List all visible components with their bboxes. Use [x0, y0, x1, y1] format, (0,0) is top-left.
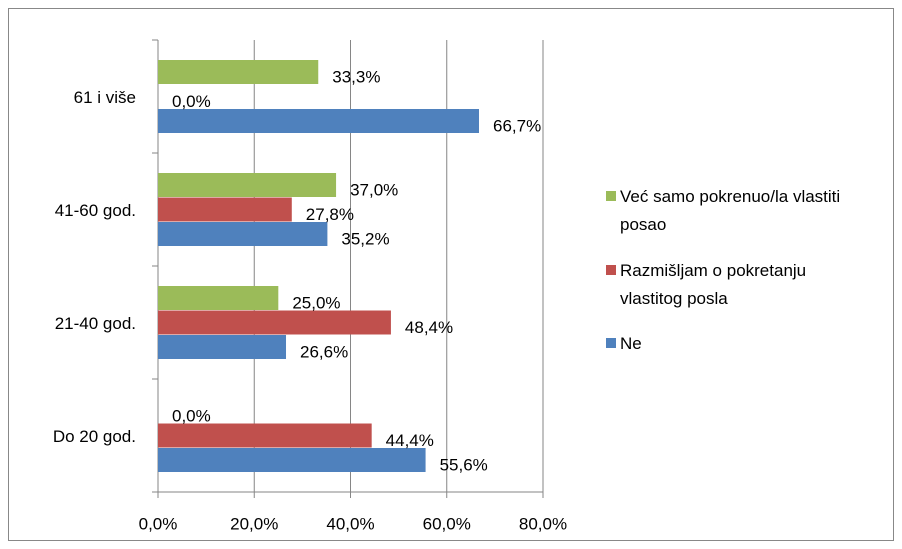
x-tick-label: 80,0% [519, 514, 567, 533]
data-label: 0,0% [172, 406, 211, 425]
legend-label: Već samo pokrenuo/la vlastiti posao [620, 187, 841, 234]
y-tick-label: 21-40 god. [55, 314, 136, 333]
bar [158, 423, 372, 448]
data-label: 0,0% [172, 92, 211, 111]
legend-label: Ne [620, 334, 642, 353]
bar [158, 173, 337, 197]
data-label: 44,4% [386, 431, 434, 450]
x-tick-label: 20,0% [230, 514, 278, 533]
y-tick-label: 41-60 god. [55, 201, 136, 220]
legend-marker [606, 265, 616, 275]
x-tick-label: 60,0% [423, 514, 471, 533]
x-tick-label: 0,0% [139, 514, 178, 533]
data-label: 35,2% [341, 229, 389, 248]
bar [158, 60, 319, 84]
x-tick-label: 40,0% [326, 514, 374, 533]
legend-marker [606, 191, 616, 201]
y-tick-label: 61 i više [74, 88, 136, 107]
data-label: 66,7% [493, 116, 541, 135]
data-label: 48,4% [405, 318, 453, 337]
bar [158, 335, 287, 359]
data-label: 26,6% [300, 342, 348, 361]
data-label: 25,0% [292, 293, 340, 312]
chart-border [8, 8, 894, 541]
data-label: 33,3% [332, 67, 380, 86]
bar [158, 197, 292, 222]
data-label: 27,8% [306, 205, 354, 224]
bar [158, 310, 391, 335]
data-label: 37,0% [350, 180, 398, 199]
data-label: 55,6% [440, 455, 488, 474]
bar [158, 222, 328, 246]
bar [158, 448, 426, 472]
bar [158, 109, 479, 133]
legend-label: Razmišljam o pokretanju vlastitog posla [620, 261, 807, 308]
bar [158, 286, 279, 310]
legend-marker [606, 338, 616, 348]
y-tick-label: Do 20 god. [53, 427, 136, 446]
